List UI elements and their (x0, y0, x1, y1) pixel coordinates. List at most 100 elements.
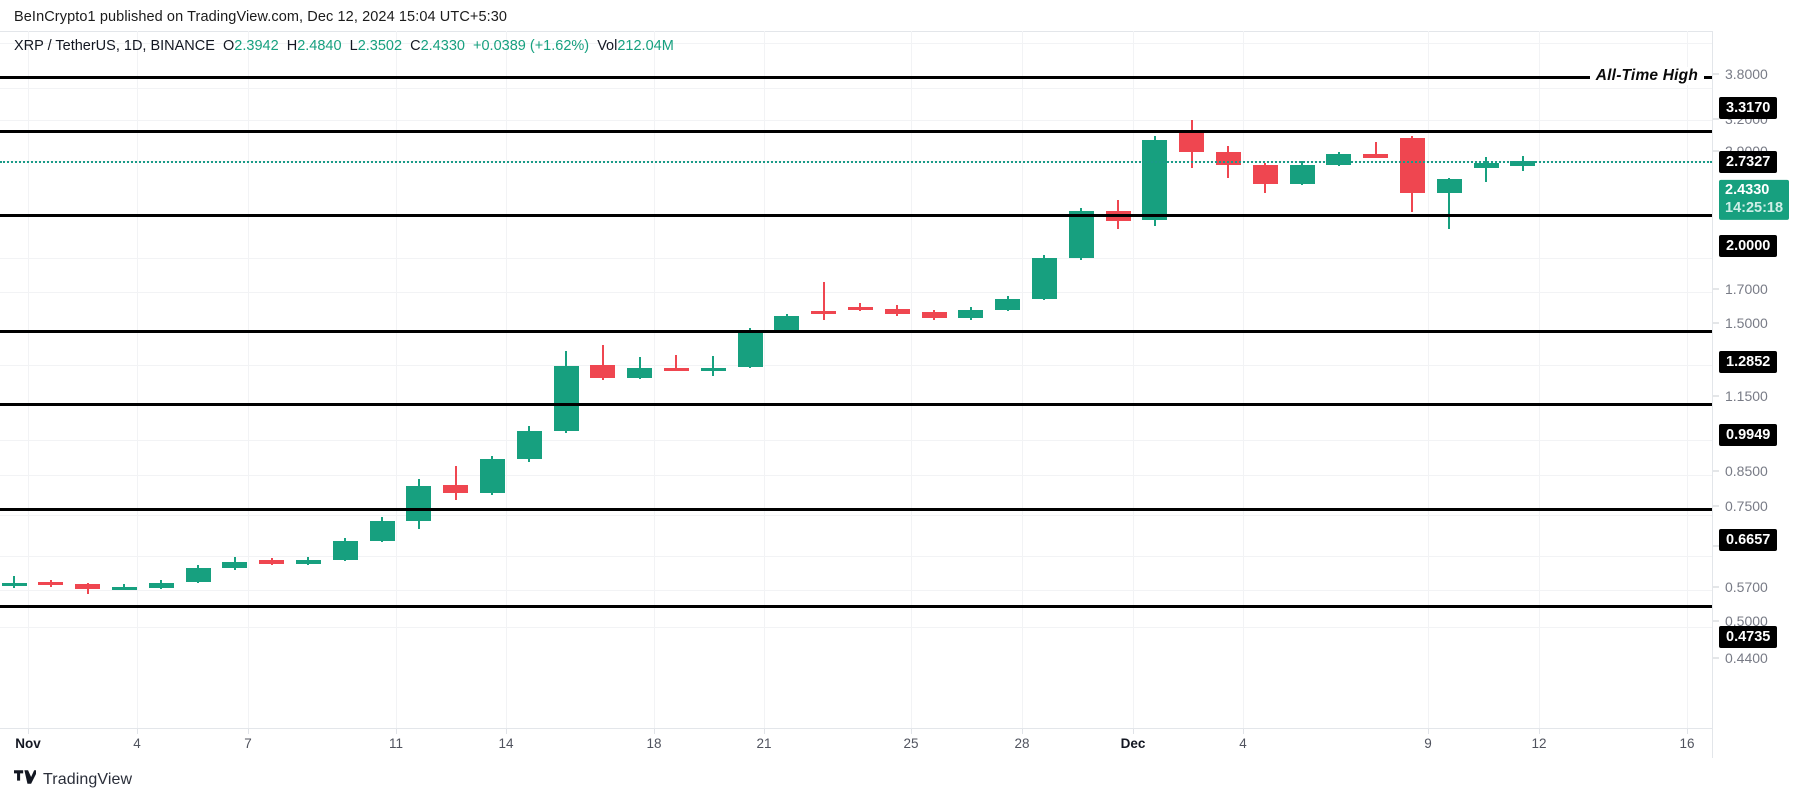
time-axis-tick-label: 14 (498, 736, 514, 751)
time-axis-tick-label: 7 (244, 736, 252, 751)
horizontal-gridline (0, 88, 1712, 89)
candle-body (332, 540, 358, 560)
support-resistance-line[interactable] (0, 330, 1712, 333)
candle-body (1215, 152, 1241, 166)
price-axis-tick-label: 0.8500 (1725, 463, 1768, 479)
candle-wick (712, 356, 715, 376)
price-level-badge[interactable]: 0.4735 (1719, 626, 1778, 648)
candle-body (369, 521, 395, 541)
legend-close-value: 2.4330 (420, 38, 465, 54)
time-scale[interactable]: Nov 4 7 11 14 18 21 25 28 Dec 4 9 12 16 (0, 728, 1712, 758)
price-axis-tick-mark (1713, 118, 1719, 120)
legend-open-value: 2.3942 (234, 38, 279, 54)
candle-body (443, 485, 469, 493)
time-tick-mark (506, 729, 507, 734)
candle-body (295, 559, 321, 565)
legend-symbol[interactable]: XRP / TetherUS, 1D, BINANCE (14, 38, 215, 54)
candle-body (259, 560, 285, 565)
time-tick-mark (137, 729, 138, 734)
tradingview-logo-icon (14, 770, 38, 789)
price-axis-tick-mark (1713, 505, 1719, 507)
vertical-gridline (506, 31, 507, 728)
chart-legend[interactable]: XRP / TetherUS, 1D, BINANCE O2.3942 H2.4… (14, 38, 674, 54)
candle-body (406, 485, 432, 521)
candle-body (1326, 154, 1352, 165)
candle-wick (1485, 156, 1487, 182)
horizontal-gridline (0, 475, 1712, 476)
all-time-high-tick (1704, 76, 1712, 79)
price-axis-tick-label: 1.5000 (1725, 315, 1768, 331)
time-tick-mark (1243, 729, 1244, 734)
candle-body (811, 310, 837, 314)
vertical-gridline (1133, 31, 1134, 728)
price-axis-tick-mark (1713, 470, 1719, 472)
time-tick-mark (1133, 729, 1134, 734)
candle-wick (601, 344, 604, 380)
price-level-badge[interactable]: 0.6657 (1719, 529, 1778, 551)
current-price-badge[interactable]: 2.4330 14:25:18 (1719, 179, 1790, 221)
candle-body (921, 312, 947, 319)
candle-body (1068, 211, 1094, 258)
time-axis-tick-label: 4 (1239, 736, 1247, 751)
candle-body (774, 315, 800, 331)
vertical-gridline (1022, 31, 1023, 728)
candle-body (1399, 138, 1425, 193)
candle-body (479, 459, 505, 493)
candle-body (1363, 154, 1389, 158)
legend-open-key: O (223, 38, 235, 54)
candle-body (1179, 130, 1205, 153)
tradingview-wordmark: TradingView (43, 770, 133, 788)
candle-body (663, 367, 689, 371)
legend-high-value: 2.4840 (297, 38, 342, 54)
candle-body (737, 331, 763, 367)
current-price-value: 2.4330 (1725, 181, 1770, 198)
price-axis-tick-mark (1713, 150, 1719, 152)
price-level-badge[interactable]: 2.7327 (1719, 151, 1778, 173)
candle-body (700, 367, 726, 371)
support-resistance-line[interactable] (0, 605, 1712, 608)
candle-body (1, 582, 27, 587)
time-axis-tick-label: 12 (1531, 736, 1547, 751)
time-tick-mark (1539, 729, 1540, 734)
publisher-attribution: BeInCrypto1 published on TradingView.com… (14, 9, 508, 25)
time-axis-tick-label: 21 (756, 736, 772, 751)
vertical-gridline (911, 31, 912, 728)
price-level-badge[interactable]: 2.0000 (1719, 235, 1778, 257)
legend-low-key: L (349, 38, 358, 54)
price-axis-tick-label: 3.8000 (1725, 66, 1768, 82)
price-level-badge[interactable]: 3.3170 (1719, 97, 1778, 119)
chart-plot-area[interactable]: All-Time High (0, 31, 1712, 728)
legend-close-key: C (410, 38, 421, 54)
support-resistance-line[interactable] (0, 214, 1712, 217)
candle-body (1031, 258, 1057, 299)
candle-body (1510, 161, 1536, 166)
support-resistance-line[interactable] (0, 403, 1712, 406)
price-level-badge[interactable]: 0.9949 (1719, 424, 1778, 446)
candle-body (1142, 140, 1168, 221)
vertical-gridline (1687, 31, 1688, 728)
vertical-gridline (654, 31, 655, 728)
price-scale[interactable]: 3.80003.31703.20002.90002.73272.433014:2… (1712, 31, 1804, 758)
time-tick-mark (1687, 729, 1688, 734)
candle-body (148, 583, 174, 588)
price-axis-tick-mark (1713, 545, 1719, 547)
time-tick-mark (396, 729, 397, 734)
support-resistance-line[interactable] (0, 508, 1712, 511)
legend-volume-key: Vol (597, 38, 618, 54)
candle-body (590, 365, 616, 378)
candle-wick (822, 281, 825, 321)
price-axis-tick-mark (1713, 657, 1719, 659)
legend-change-percent: (+1.62%) (529, 38, 590, 54)
horizontal-gridline (0, 440, 1712, 441)
candle-body (1289, 165, 1315, 184)
price-axis-tick-label: 0.5000 (1725, 613, 1768, 629)
price-level-badge[interactable]: 1.2852 (1719, 351, 1778, 373)
time-axis-tick-label: 28 (1014, 736, 1030, 751)
support-resistance-line[interactable] (0, 76, 1712, 79)
price-axis-tick-mark (1713, 322, 1719, 324)
price-axis-tick-mark (1713, 586, 1719, 588)
vertical-gridline (28, 31, 29, 728)
time-axis-tick-label: Dec (1120, 736, 1146, 751)
support-resistance-line[interactable] (0, 130, 1712, 133)
time-tick-mark (1428, 729, 1429, 734)
